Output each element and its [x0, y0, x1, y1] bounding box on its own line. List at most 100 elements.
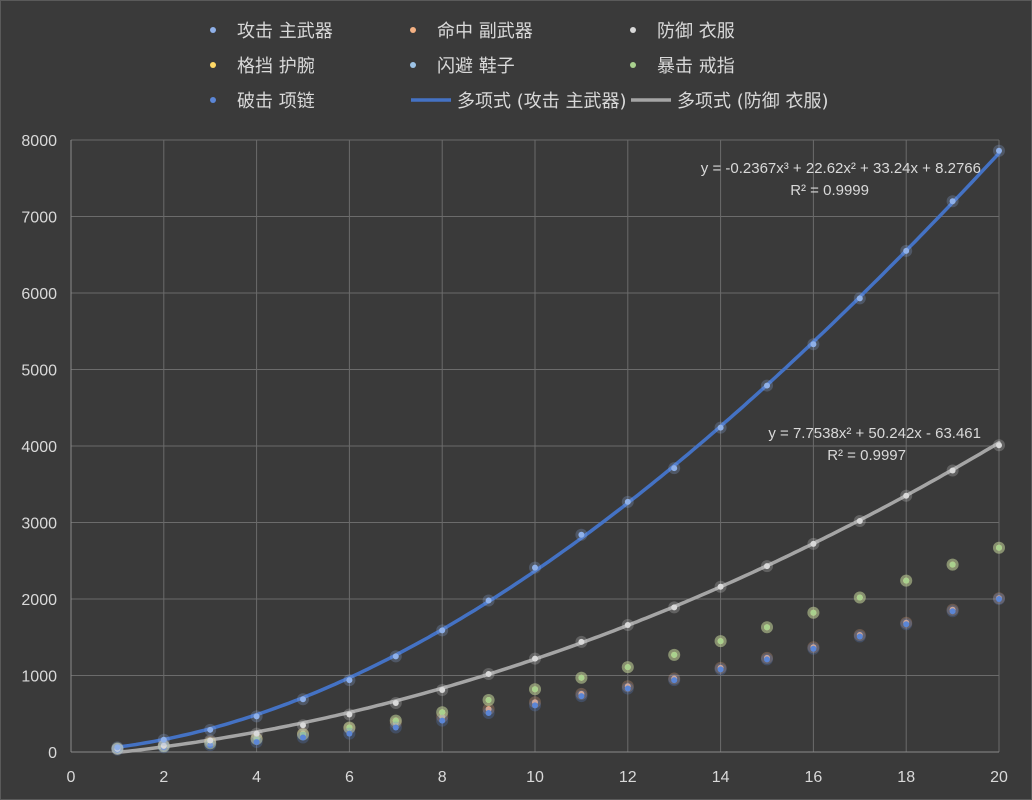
data-point	[717, 583, 724, 590]
data-point	[253, 713, 260, 720]
x-tick-label: 10	[526, 769, 544, 786]
data-point	[949, 608, 956, 615]
data-point	[996, 147, 1002, 154]
y-tick-label: 0	[48, 745, 57, 762]
data-point	[532, 564, 538, 571]
legend-label: 命中 副武器	[437, 21, 533, 42]
data-point	[949, 561, 956, 568]
data-point	[903, 247, 910, 254]
data-points	[111, 144, 1005, 756]
data-point	[810, 540, 817, 547]
legend-marker	[630, 27, 636, 33]
data-point	[532, 702, 538, 709]
data-point	[392, 717, 399, 724]
data-point	[903, 577, 910, 584]
trendline-equation: y = -0.2367x³ + 22.62x² + 33.24x + 8.276…	[701, 160, 981, 177]
legend-marker	[210, 62, 216, 68]
axes: 0 1000 2000 3000 4000 5000 6000 7000 8000 0 2 4 6 8 10…	[21, 133, 1008, 786]
data-point	[624, 685, 631, 692]
legend-marker	[210, 27, 216, 33]
data-point	[717, 638, 724, 645]
data-point	[903, 621, 910, 628]
data-point	[578, 638, 585, 645]
y-tick-label: 5000	[21, 363, 57, 380]
trendline	[115, 440, 1001, 754]
data-point	[671, 677, 678, 684]
data-point	[485, 597, 492, 604]
x-tick-label: 0	[67, 769, 76, 786]
data-point	[300, 696, 306, 703]
y-tick-label: 6000	[21, 286, 57, 303]
data-point	[764, 563, 770, 570]
data-point	[810, 609, 817, 616]
data-point	[160, 742, 167, 749]
legend-label: 多项式 (攻击 主武器)	[457, 91, 627, 112]
trendlines	[115, 151, 1001, 754]
data-point	[856, 517, 863, 524]
data-point	[439, 717, 446, 724]
legend-label: 格挡 护腕	[237, 56, 315, 77]
legend-label: 暴击 戒指	[657, 56, 735, 77]
legend-label: 破击 项链	[237, 91, 315, 112]
data-point	[856, 633, 863, 640]
x-tick-label: 18	[897, 769, 915, 786]
trendline-r-squared: R² = 0.9997	[827, 447, 906, 464]
data-point	[300, 722, 306, 729]
data-point	[671, 651, 678, 658]
data-point	[485, 696, 492, 703]
data-point	[114, 744, 121, 751]
data-point	[300, 734, 306, 741]
x-tick-label: 16	[805, 769, 823, 786]
x-tick-label: 6	[345, 769, 354, 786]
data-point	[439, 687, 446, 694]
data-point	[671, 604, 678, 611]
data-point	[624, 664, 631, 671]
data-point	[624, 622, 631, 629]
data-point	[810, 341, 817, 348]
data-point	[485, 670, 492, 677]
x-tick-label: 4	[252, 769, 261, 786]
legend-marker	[210, 97, 216, 103]
legend-marker	[630, 62, 636, 68]
data-point	[903, 492, 910, 499]
x-tick-label: 14	[712, 769, 730, 786]
data-point	[764, 624, 770, 631]
data-point	[392, 700, 399, 707]
data-point	[346, 711, 353, 718]
data-point	[532, 686, 538, 693]
data-point	[949, 198, 956, 205]
data-point	[671, 465, 678, 472]
x-tick-label: 2	[159, 769, 168, 786]
data-point	[578, 531, 585, 538]
data-point	[532, 655, 538, 662]
data-point	[856, 594, 863, 601]
data-point	[207, 742, 214, 749]
legend-marker	[410, 27, 416, 33]
y-tick-label: 8000	[21, 133, 57, 150]
data-point	[346, 724, 353, 731]
data-point	[392, 653, 399, 660]
y-tick-label: 1000	[21, 669, 57, 686]
data-point	[949, 467, 956, 474]
data-point	[160, 736, 167, 743]
legend-label: 防御 衣服	[657, 21, 735, 42]
y-tick-label: 4000	[21, 439, 57, 456]
data-point	[253, 739, 260, 746]
y-tick-label: 3000	[21, 516, 57, 533]
data-point	[578, 693, 585, 700]
trendline-equations: y = -0.2367x³ + 22.62x² + 33.24x + 8.276…	[701, 160, 981, 464]
gridlines	[71, 139, 1000, 753]
data-point	[624, 498, 631, 505]
data-point	[764, 382, 770, 389]
data-point	[439, 627, 446, 634]
data-point	[856, 295, 863, 302]
legend-label: 攻击 主武器	[237, 21, 333, 42]
trendline-r-squared: R² = 0.9999	[790, 182, 869, 199]
data-point	[717, 666, 724, 673]
y-tick-label: 2000	[21, 592, 57, 609]
data-point	[346, 677, 353, 684]
x-tick-label: 20	[990, 769, 1008, 786]
